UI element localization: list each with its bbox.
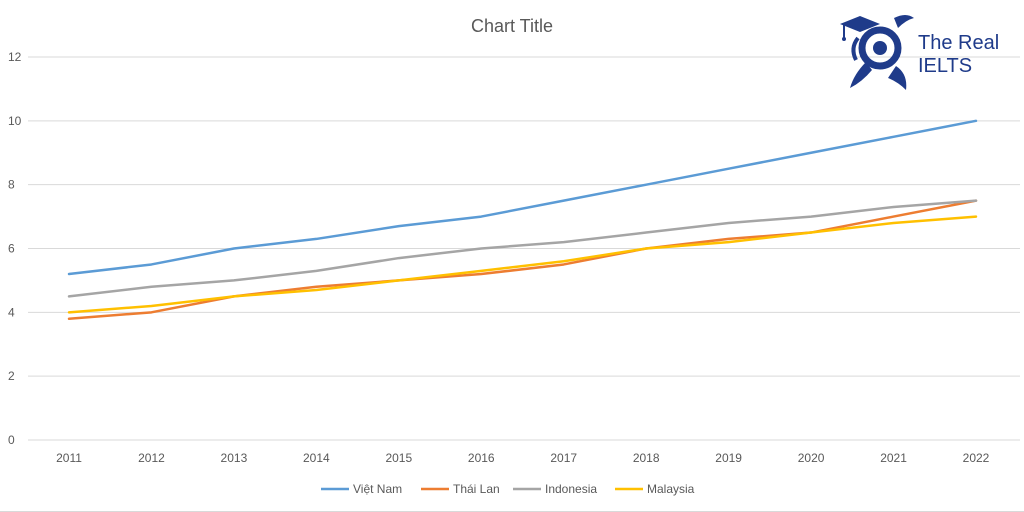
logo-line2: IELTS [918, 55, 973, 77]
x-tick-label: 2021 [880, 451, 907, 465]
x-tick-label: 2022 [963, 451, 990, 465]
series-line-4 [67, 215, 978, 314]
x-tick-label: 2019 [715, 451, 742, 465]
x-tick-label: 2016 [468, 451, 495, 465]
legend-label: Thái Lan [453, 482, 500, 496]
logo-text: The Real IELTS [918, 32, 999, 78]
x-tick-label: 2012 [138, 451, 165, 465]
x-tick-label: 2014 [303, 451, 330, 465]
series-line-3 [67, 199, 978, 298]
logo-line1: The Real [918, 32, 1000, 54]
legend-label: Indonesia [545, 482, 597, 496]
y-tick-label: 2 [8, 369, 15, 383]
series-line-2 [67, 199, 978, 320]
x-tick-label: 2011 [56, 451, 82, 465]
x-tick-label: 2020 [798, 451, 825, 465]
y-tick-label: 4 [8, 305, 15, 319]
x-tick-label: 2017 [550, 451, 577, 465]
y-tick-label: 10 [8, 114, 22, 128]
y-tick-label: 12 [8, 50, 22, 64]
legend-label: Malaysia [647, 482, 695, 496]
y-tick-label: 8 [8, 178, 15, 192]
x-tick-label: 2018 [633, 451, 660, 465]
x-tick-label: 2013 [221, 451, 248, 465]
legend-label: Việt Nam [353, 482, 402, 496]
the-real-ielts-logo: The Real IELTS [836, 8, 1022, 94]
x-tick-label: 2015 [385, 451, 412, 465]
y-tick-label: 0 [8, 433, 15, 447]
y-tick-label: 6 [8, 242, 15, 256]
chart-title: Chart Title [470, 16, 554, 36]
series-line-1 [67, 119, 978, 276]
owl-graduate-icon [840, 15, 914, 90]
